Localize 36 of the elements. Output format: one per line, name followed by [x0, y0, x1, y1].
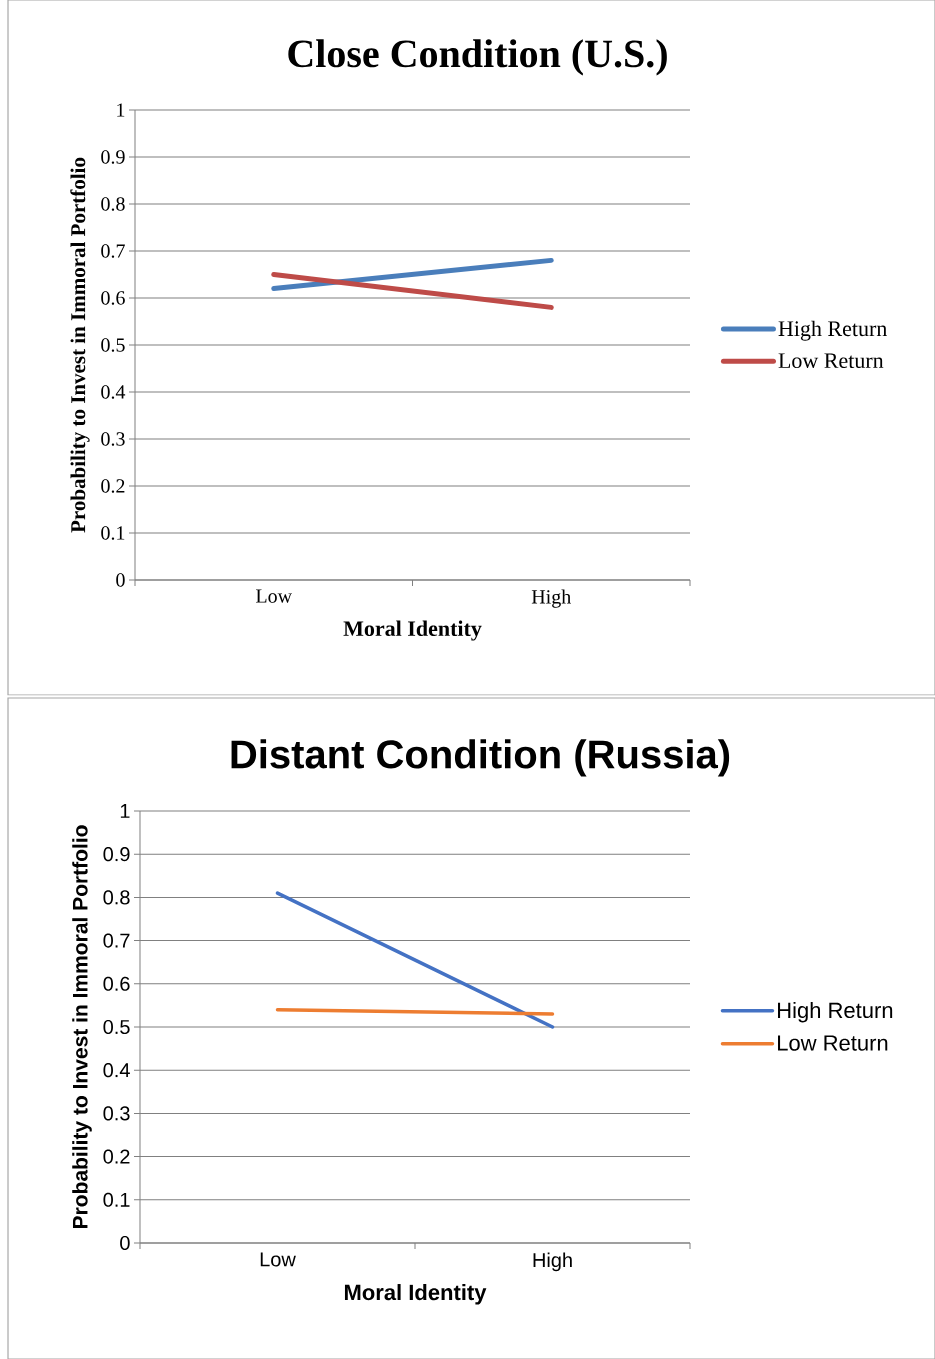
x-tick-label: Low — [260, 1252, 296, 1267]
y-tick-label: 0.6 — [103, 976, 130, 991]
y-tick-label: 0.7 — [103, 933, 130, 948]
x-tick-label: High — [533, 1252, 572, 1272]
y-tick-label: 0 — [120, 1235, 130, 1251]
y-tick-label: 0.7 — [101, 244, 125, 258]
x-axis-title: Moral Identity — [344, 1284, 487, 1305]
y-tick-label: 0 — [116, 573, 125, 587]
legend-label: Low Return — [778, 353, 884, 369]
y-tick-label: 0.2 — [103, 1149, 130, 1164]
x-tick-label: High — [531, 589, 571, 608]
y-tick-label: 0.9 — [103, 847, 130, 862]
y-tick-label: 0.4 — [101, 385, 126, 399]
x-tick-label: Low — [256, 589, 292, 603]
y-tick-label: 0.2 — [101, 479, 125, 493]
y-tick-label: 0.5 — [103, 1019, 130, 1035]
legend-label: High Return — [778, 320, 888, 341]
y-tick-label: 0.8 — [103, 890, 130, 905]
chart-title: Close Condition (U.S.) — [288, 39, 667, 76]
y-tick-label: 0.4 — [103, 1063, 130, 1078]
y-tick-label: 0.1 — [101, 526, 125, 540]
y-tick-label: 1 — [117, 103, 125, 117]
x-axis-title: Moral Identity — [343, 620, 482, 641]
chart-title: Distant Condition (Russia) — [231, 739, 730, 777]
legend-label: Low Return — [778, 1035, 888, 1051]
y-tick-label: 1 — [120, 804, 130, 818]
y-tick-label: 0.3 — [101, 432, 125, 446]
y-axis-title: Probability to Invest in Immoral Portfolio — [70, 157, 90, 533]
y-tick-label: 0.6 — [101, 291, 125, 305]
y-tick-label: 0.1 — [103, 1192, 130, 1207]
y-tick-label: 0.8 — [101, 197, 125, 211]
y-tick-label: 0.5 — [101, 338, 125, 352]
y-axis-title: Probability to Invest in Immoral Portfolio — [72, 825, 92, 1229]
y-tick-label: 0.9 — [101, 150, 125, 164]
legend-label: High Return — [778, 1001, 893, 1023]
y-tick-label: 0.3 — [103, 1106, 130, 1121]
